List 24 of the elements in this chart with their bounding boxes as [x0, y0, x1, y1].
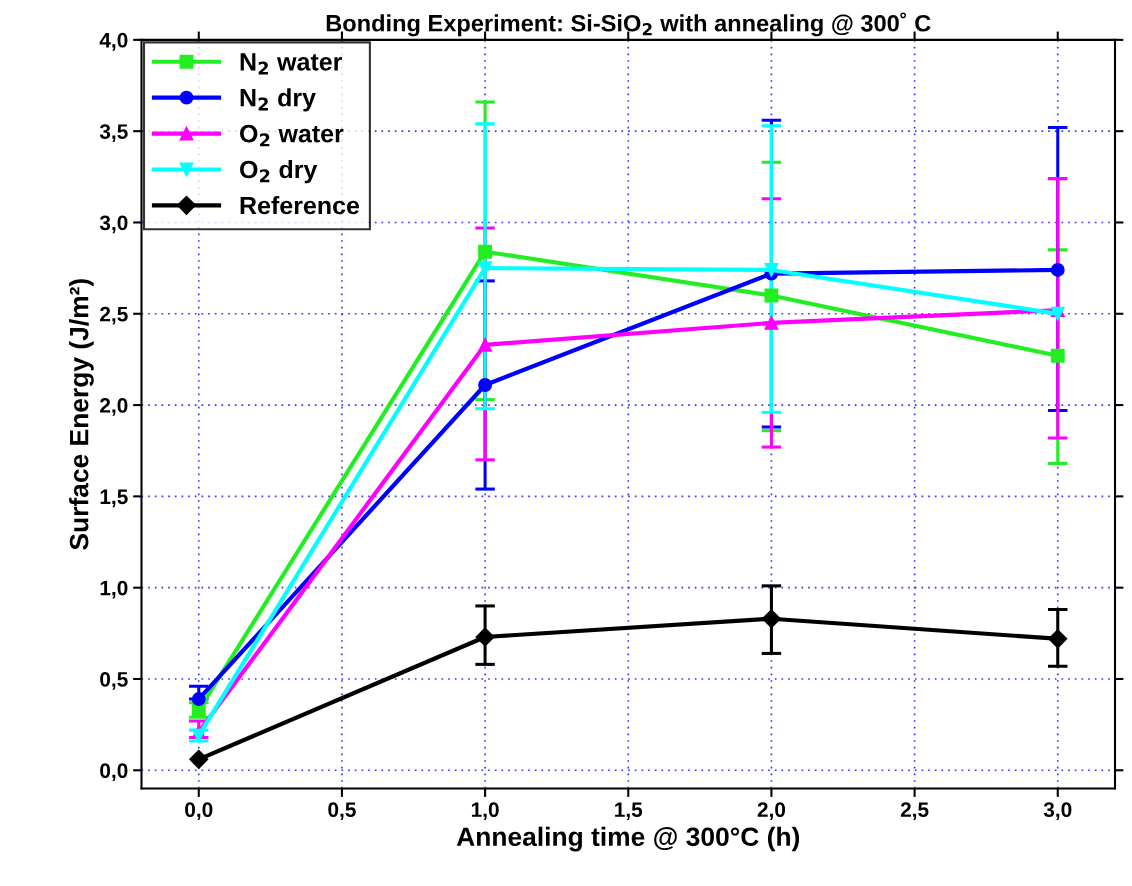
chart-title: Bonding Experiment: Si-SiO$_{2}$ with annealing @ 300˚ C: [326, 12, 931, 37]
y-tick-label: 0,0: [100, 763, 128, 782]
y-tick-label: 0,5: [100, 671, 128, 690]
legend-label: Reference: [240, 195, 360, 215]
x-tick-label: 2,0: [757, 802, 786, 821]
x-tick-label: 0,5: [328, 802, 356, 821]
y-axis-title: Surface Energy (J/m²): [69, 279, 94, 550]
legend-label: N$_{2}$ dry: [240, 88, 316, 112]
y-tick-label: 1,5: [100, 489, 128, 508]
y-tick-label: 2,5: [100, 306, 128, 325]
x-tick-label: 3,0: [1043, 802, 1072, 821]
y-tick-label: 4,0: [99, 32, 128, 51]
x-tick-label: 0,0: [185, 802, 213, 821]
x-tick-label: 2,5: [900, 802, 929, 821]
x-tick-label: 1,5: [615, 802, 643, 821]
y-tick-label: 3,0: [99, 215, 128, 234]
x-axis-title: Annealing time @ 300°C (h): [456, 826, 800, 852]
y-tick-label: 2,0: [100, 398, 128, 416]
y-tick-label: 3,5: [99, 124, 128, 142]
x-tick-label: 1,0: [471, 802, 499, 821]
legend-label: O$_{2}$ dry: [240, 159, 318, 184]
y-tick-label: 1,0: [100, 580, 128, 599]
legend-label: N$_{2}$ water: [240, 53, 343, 75]
legend-label: O$_{2}$ water: [240, 124, 344, 147]
